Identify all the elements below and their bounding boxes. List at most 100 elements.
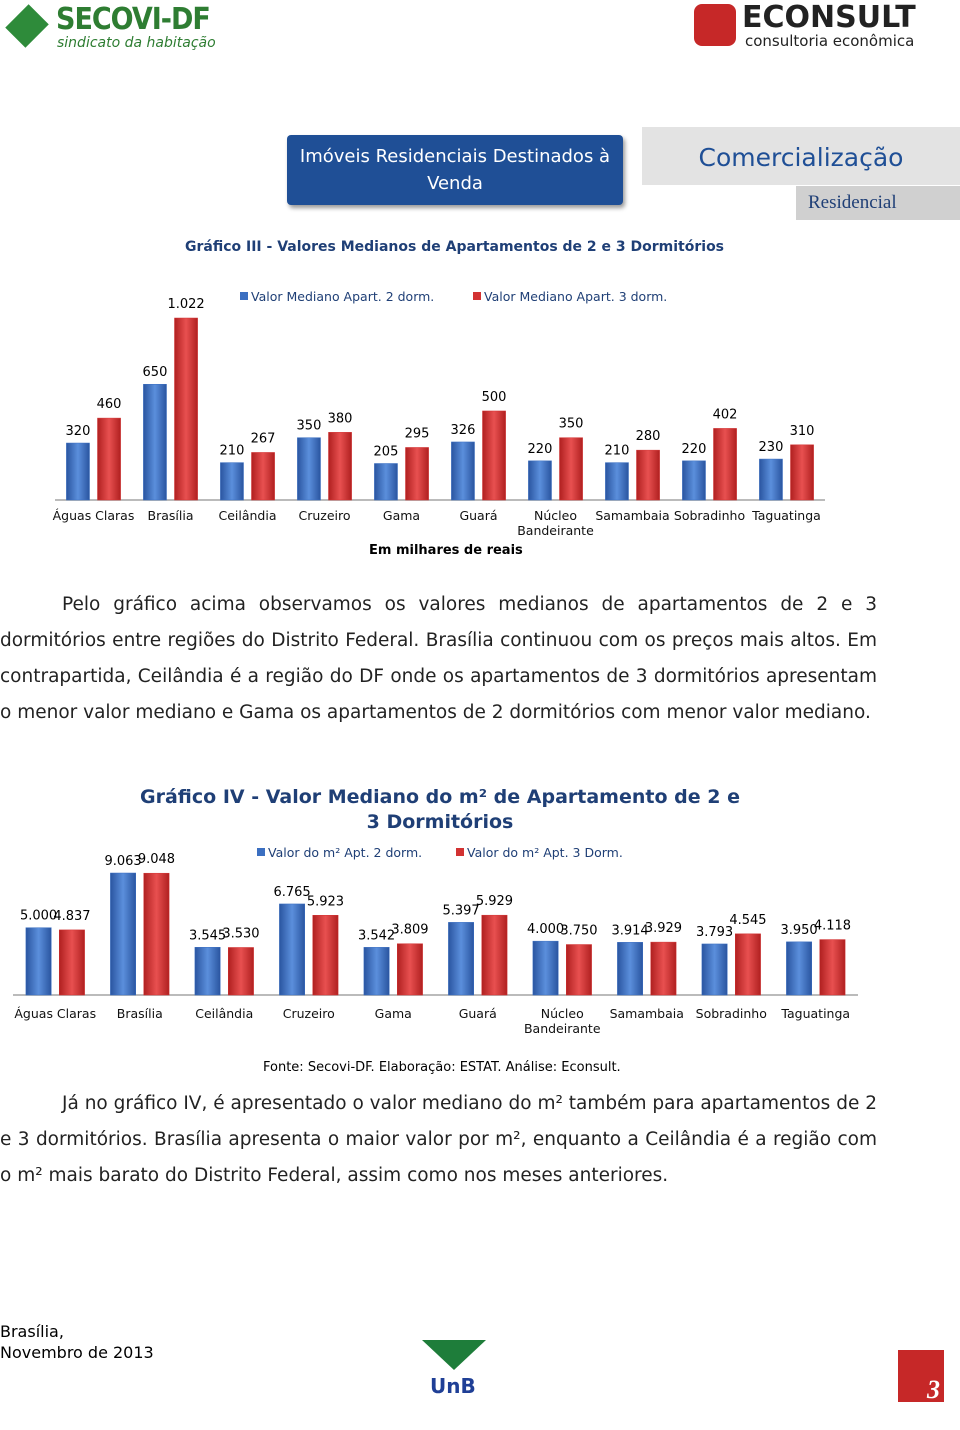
bar [819,939,846,996]
value-label: 220 [682,442,707,457]
value-label: 230 [759,440,784,455]
value-label: 460 [97,397,122,412]
secovi-sub: sindicato da habitação [57,35,216,51]
legend-label: Valor do m² Apt. 3 Dorm. [467,845,623,860]
value-label: 380 [328,411,353,426]
bar [174,317,198,501]
bar [397,943,423,996]
x-tick-label: Sobradinho [695,1006,767,1021]
legend-swatch [473,292,481,300]
bar [566,944,592,996]
bar [143,383,167,501]
x-tick-label: Samambaia [609,1006,684,1021]
bar [451,441,475,501]
section-title: Comercialização [642,127,960,185]
legend-label: Valor Mediano Apart. 3 dorm. [484,289,667,304]
value-label: 220 [528,442,553,457]
value-label: 3.950 [780,923,817,938]
value-label: 320 [66,424,91,439]
footer-city: Brasília, [0,1322,64,1341]
bar [279,903,305,996]
value-label: 210 [605,444,630,459]
x-tick-label: Brasília [116,1006,163,1021]
x-tick-label: Núcleo Bandeirante [517,508,594,538]
footer-date: Novembro de 2013 [0,1343,154,1362]
value-label: 205 [374,444,399,459]
value-label: 5.923 [307,894,344,909]
bar [25,927,52,996]
x-tick-label: Gama [382,508,421,523]
bar [59,929,85,996]
chart-title: Gráfico III - Valores Medianos de Aparta… [185,239,725,255]
x-tick-label: Taguatinga [752,508,821,523]
value-label: 350 [559,417,584,432]
chart-title: Gráfico IV - Valor Mediano do m² de Apar… [0,785,880,835]
econsult-icon [694,4,736,46]
value-label: 6.765 [273,885,310,900]
x-tick-label: Águas Claras [14,1006,97,1021]
value-label: 326 [451,423,476,438]
value-label: 9.063 [104,854,141,869]
x-tick-label: Sobradinho [673,508,746,523]
value-label: 9.048 [138,852,175,867]
bar [220,462,244,501]
econsult-sub: consultoria econômica [745,32,915,50]
bar [735,933,761,996]
value-label: 310 [790,424,815,439]
secovi-logo: SECOVI-DF [56,2,211,37]
value-label: 650 [143,365,168,380]
bar [448,922,474,996]
bar [194,947,221,996]
x-tick-label: Gama [374,1006,412,1021]
value-label: 4.000 [527,922,564,937]
bar [363,947,390,996]
value-label: 4.545 [729,913,766,928]
x-label: Em milhares de reais [369,543,523,558]
legend-label: Valor do m² Apt. 2 dorm. [268,845,422,860]
subsection: Residencial [796,186,960,220]
value-label: 280 [636,429,661,444]
value-label: 3.530 [222,926,259,941]
bar [143,872,170,996]
bar [251,452,275,501]
x-tick-label: Cruzeiro [282,1006,335,1021]
x-tick-label: Guará [459,508,498,523]
bar [713,428,737,501]
bar [605,462,629,501]
x-tick-label: Águas Claras [52,508,135,523]
econsult-logo: ECONSULT [742,0,916,35]
bar [482,410,506,501]
value-label: 210 [220,444,245,459]
value-label: 295 [405,426,430,441]
value-label: 402 [713,407,738,422]
bar [374,463,398,501]
value-label: 3.793 [696,925,733,940]
value-label: 267 [251,431,276,446]
value-label: 4.118 [814,919,851,934]
source: Fonte: Secovi-DF. Elaboração: ESTAT. Aná… [263,1060,621,1075]
bar [790,444,814,501]
bar [528,460,552,501]
x-tick-label: Brasília [147,508,194,523]
x-tick-label: Guará [458,1006,497,1021]
value-label: 3.929 [645,921,682,936]
bar [312,915,339,996]
bar [297,437,321,501]
x-tick-label: Ceilândia [195,1006,254,1021]
bar [786,941,813,996]
bar [759,458,783,501]
value-label: 1.022 [167,297,204,312]
bar [650,941,677,996]
bar [328,432,352,501]
section-box: Imóveis Residenciais Destinados à Venda [287,135,623,205]
bar [532,940,559,996]
legend-swatch [240,292,248,300]
bar [636,449,660,501]
unb-logo: UnB [430,1374,476,1398]
bar [559,437,583,501]
chart-title-text: Gráfico IV - Valor Mediano do m² de Apar… [140,786,740,833]
value-label: 3.545 [189,928,226,943]
legend-swatch [456,848,464,856]
paragraph: Pelo gráfico acima observamos os valores… [0,594,877,723]
